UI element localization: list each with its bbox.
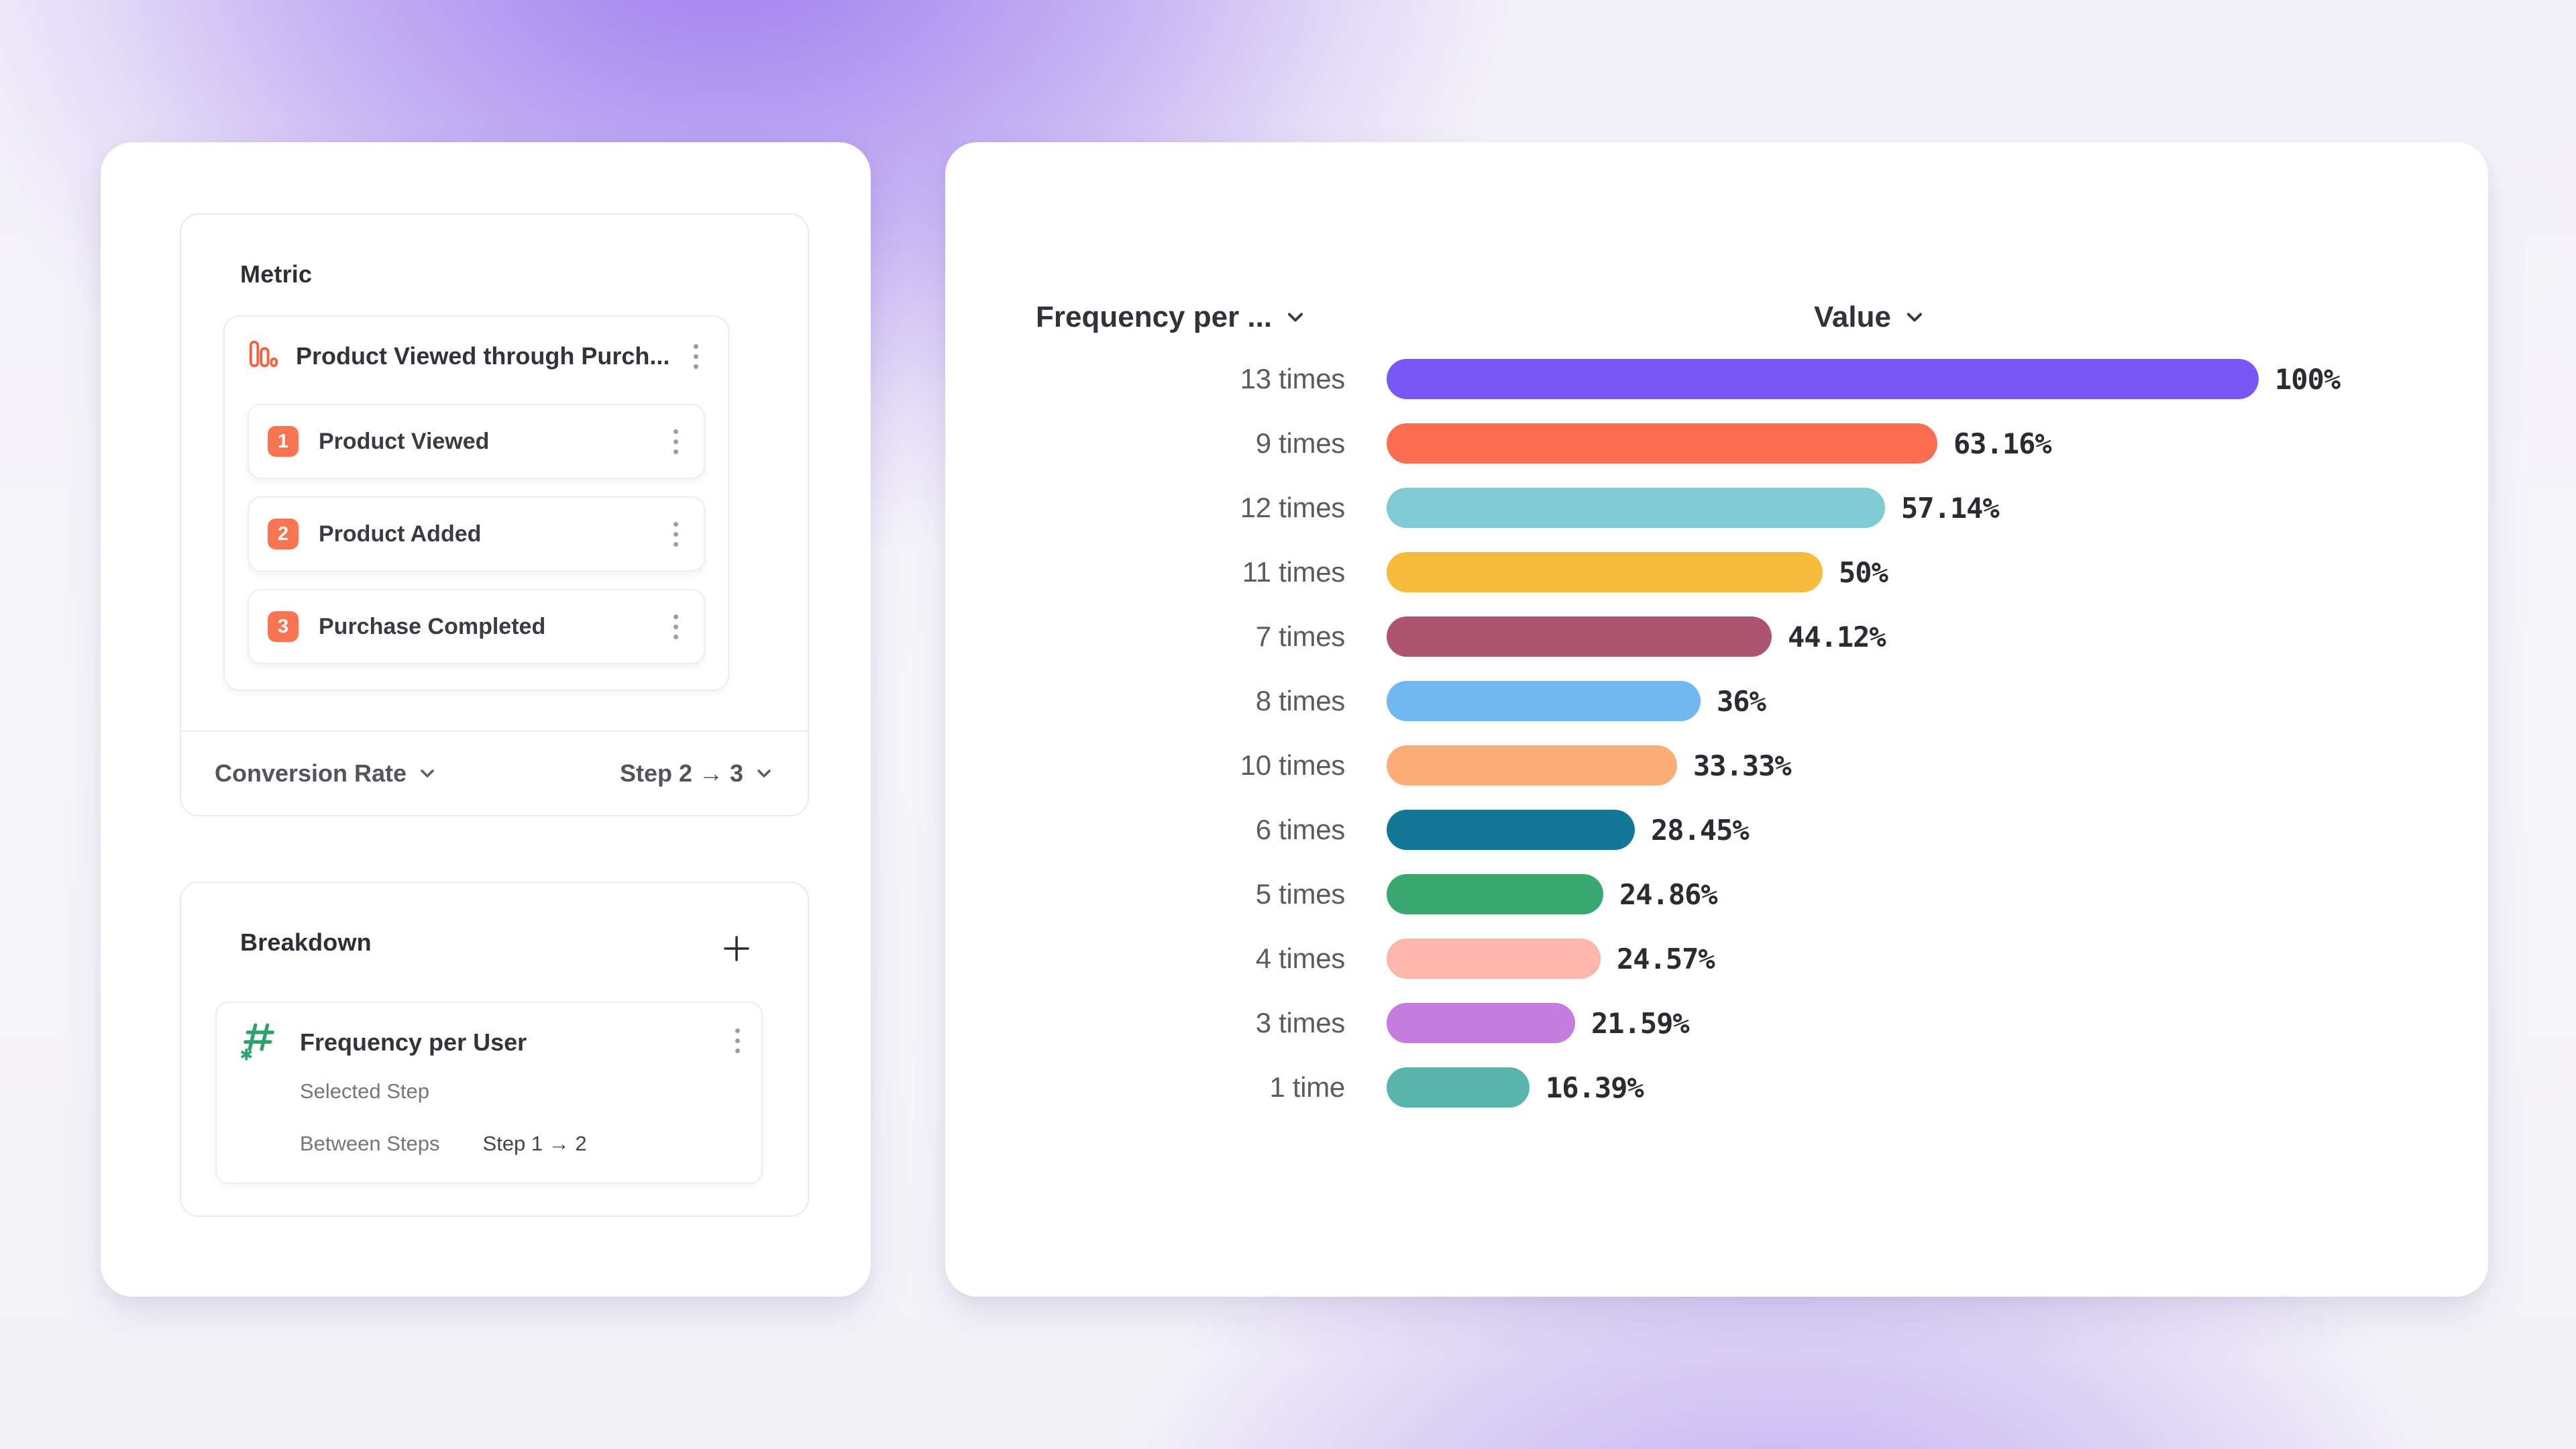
step-range-label: Step 2 → 3 (619, 759, 743, 787)
chart-category-header-dropdown[interactable]: Frequency per ... (1036, 301, 1307, 334)
svg-text:✱: ✱ (239, 1046, 253, 1062)
breakdown-item-title: Frequency per User (300, 1028, 527, 1056)
breakdown-detail-label: Between Steps (300, 1132, 440, 1155)
chevron-down-icon (1907, 313, 1923, 322)
chart-category-label: 1 time (1269, 1071, 1345, 1103)
chart-value-label: 28.45% (1651, 813, 1750, 847)
hash-star-icon: ✱ (238, 1020, 280, 1065)
chart-value-label: 24.86% (1619, 877, 1718, 911)
add-breakdown-button plus-icon[interactable] (720, 932, 753, 965)
funnel-step-row[interactable]: 3 Purchase Completed (248, 589, 705, 664)
chart-value-label: 21.59% (1591, 1006, 1690, 1040)
chart-row: 4 times 24.57% (945, 926, 2488, 991)
conversion-rate-dropdown[interactable]: Conversion Rate (215, 759, 437, 788)
chart-value-header-dropdown[interactable]: Value (1814, 301, 1926, 334)
chart-category-label: 8 times (1255, 685, 1346, 716)
breakdown-section-title: Breakdown (240, 928, 372, 956)
chart-row: 3 times 21.59% (945, 991, 2488, 1055)
chart-category-label: 12 times (1240, 492, 1346, 523)
breakdown-detail-row: Between Steps Step 1 → 2 (300, 1132, 587, 1156)
chart-category-label: 11 times (1242, 556, 1346, 588)
metric-footer: Conversion Rate Step 2 → 3 (181, 731, 808, 815)
kebab-menu-icon[interactable] (729, 1023, 747, 1059)
breakdown-detail-row: Selected Step (300, 1079, 587, 1104)
chart-row: 10 times 33.33% (945, 733, 2488, 798)
chevron-down-icon (757, 769, 771, 777)
step-number-badge: 1 (268, 426, 299, 457)
breakdown-item-detail-rows: Selected Step Between Steps Step 1 → 2 (300, 1079, 587, 1156)
chart-bar[interactable] (1387, 681, 1701, 721)
chevron-down-icon (421, 769, 434, 777)
kebab-menu-icon[interactable] (667, 609, 685, 645)
breakdown-item-card[interactable]: ✱ Frequency per User Selected Step Betwe… (215, 1002, 763, 1184)
funnel-events-card: Product Viewed through Purch... 1 Produc… (223, 315, 729, 691)
chart-bar[interactable] (1387, 359, 2259, 399)
chart-bar[interactable] (1387, 874, 1603, 914)
chart-row: 8 times 36% (945, 669, 2488, 733)
conversion-rate-label: Conversion Rate (215, 759, 407, 787)
funnel-steps-list: 1 Product Viewed 2 Product Added 3 Purch… (225, 396, 728, 664)
chart-category-label: 3 times (1255, 1007, 1346, 1038)
chevron-down-icon (1288, 313, 1303, 322)
chart-category-label: 4 times (1255, 943, 1346, 974)
kebab-menu-icon[interactable] (667, 517, 685, 552)
chart-category-label: 6 times (1255, 814, 1346, 845)
chart-row: 7 times 44.12% (945, 604, 2488, 669)
chart-value-label: 100% (2275, 362, 2341, 396)
chart-value-label: 63.16% (1953, 427, 2052, 460)
chart-category-header-label: Frequency per ... (1036, 301, 1273, 333)
funnel-event-group-title: Product Viewed through Purch... (296, 342, 670, 370)
chart-row: 13 times 100% (945, 347, 2488, 411)
step-label: Product Viewed (319, 428, 490, 454)
chart-bar[interactable] (1387, 810, 1635, 850)
funnel-event-group-header[interactable]: Product Viewed through Purch... (225, 317, 728, 396)
chart-row: 5 times 24.86% (945, 862, 2488, 926)
metric-section-title: Metric (240, 260, 313, 288)
chart-row: 11 times 50% (945, 540, 2488, 604)
chart-bar[interactable] (1387, 745, 1677, 786)
chart-category-label: 5 times (1255, 878, 1346, 910)
chart-row: 12 times 57.14% (945, 476, 2488, 540)
chart-bar[interactable] (1387, 616, 1772, 657)
chart-value-header-label: Value (1814, 301, 1891, 333)
chart-row: 9 times 63.16% (945, 411, 2488, 476)
chart-bar[interactable] (1387, 1003, 1575, 1043)
funnel-bars-icon (248, 339, 278, 374)
chart-bar[interactable] (1387, 423, 1937, 464)
funnel-step-row[interactable]: 2 Product Added (248, 496, 705, 572)
step-number-badge: 3 (268, 611, 299, 642)
kebab-menu-icon[interactable] (687, 339, 705, 374)
breakdown-detail-label: Selected Step (300, 1079, 430, 1103)
funnel-step-row[interactable]: 1 Product Viewed (248, 404, 705, 479)
chart-bar[interactable] (1387, 938, 1601, 979)
breakdown-detail-value[interactable]: Step 1 → 2 (482, 1132, 587, 1155)
chart-row: 1 time 16.39% (945, 1055, 2488, 1120)
step-range-dropdown[interactable]: Step 2 → 3 (620, 759, 774, 788)
breakdown-section: Breakdown ✱ (180, 881, 809, 1217)
step-label: Product Added (319, 521, 482, 547)
step-label: Purchase Completed (319, 613, 546, 639)
chart-bar[interactable] (1387, 488, 1885, 528)
chart-value-label: 57.14% (1901, 491, 2000, 525)
chart-category-label: 13 times (1240, 363, 1346, 394)
chart-category-label: 7 times (1255, 621, 1346, 652)
query-builder-panel: Metric Product Viewed through Purch... 1 (101, 142, 871, 1297)
metric-section: Metric Product Viewed through Purch... 1 (180, 213, 809, 816)
chart-value-label: 36% (1717, 684, 1766, 718)
chart-category-label: 10 times (1240, 749, 1346, 781)
chart-bar[interactable] (1387, 552, 1823, 592)
chart-bar[interactable] (1387, 1067, 1529, 1108)
chart-category-label: 9 times (1255, 427, 1346, 459)
chart-panel: Frequency per ... Value 13 times 100% 9 … (945, 142, 2488, 1297)
chart-value-label: 16.39% (1546, 1071, 1644, 1104)
chart-value-label: 24.57% (1617, 942, 1715, 975)
chart-value-label: 44.12% (1788, 620, 1886, 653)
chart-row: 6 times 28.45% (945, 798, 2488, 862)
horizontal-bar-chart: 13 times 100% 9 times 63.16% 12 times 57… (945, 347, 2488, 1120)
chart-value-label: 33.33% (1693, 749, 1792, 782)
step-number-badge: 2 (268, 519, 299, 549)
kebab-menu-icon[interactable] (667, 424, 685, 460)
chart-value-label: 50% (1839, 555, 1888, 589)
